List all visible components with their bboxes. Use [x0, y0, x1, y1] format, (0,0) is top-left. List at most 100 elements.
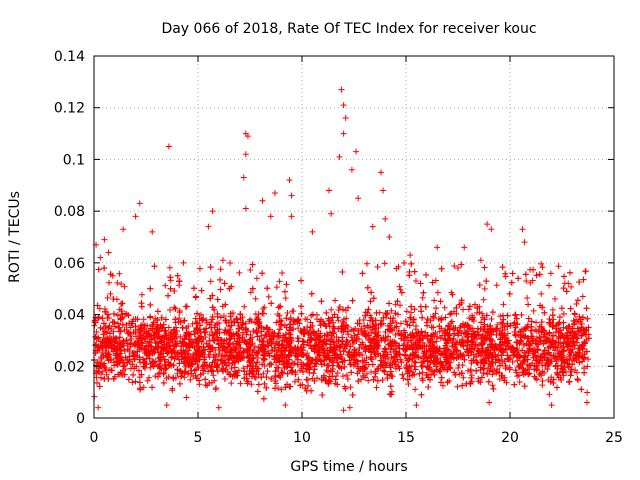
data-point	[550, 376, 557, 383]
data-point	[220, 343, 227, 350]
data-point	[326, 317, 333, 324]
data-point	[275, 304, 282, 311]
data-point	[151, 263, 158, 270]
data-point	[359, 270, 366, 277]
data-point	[268, 348, 275, 355]
data-point	[194, 329, 201, 336]
data-point	[154, 317, 161, 324]
data-point	[209, 359, 216, 366]
data-point	[122, 310, 129, 317]
data-point	[461, 356, 468, 363]
data-point	[466, 315, 473, 322]
data-point	[330, 323, 337, 330]
data-point	[189, 338, 196, 345]
data-point	[380, 367, 387, 374]
data-point	[247, 289, 254, 296]
data-point	[166, 339, 173, 346]
data-point	[339, 334, 346, 341]
data-point	[153, 339, 160, 346]
data-point	[298, 277, 305, 284]
data-point	[580, 276, 587, 283]
data-point	[474, 325, 481, 332]
data-point	[181, 369, 188, 376]
data-point	[330, 349, 337, 356]
data-point	[585, 356, 592, 363]
data-point	[458, 370, 465, 377]
data-point	[567, 372, 574, 379]
data-point	[329, 314, 336, 321]
data-point	[517, 362, 524, 369]
data-point	[171, 330, 178, 337]
data-point	[216, 276, 223, 283]
data-point	[221, 375, 228, 382]
data-point	[226, 371, 233, 378]
data-point	[437, 366, 444, 373]
data-point	[273, 284, 280, 291]
data-point	[252, 295, 259, 302]
data-point	[260, 352, 267, 359]
data-point	[387, 383, 394, 390]
data-point	[304, 323, 311, 330]
data-point	[538, 329, 545, 336]
data-point	[211, 337, 218, 344]
data-point	[504, 320, 511, 327]
data-point	[378, 357, 385, 364]
data-point	[95, 266, 102, 273]
data-point	[105, 357, 112, 364]
data-point	[490, 385, 497, 392]
data-point	[125, 312, 132, 319]
data-point	[247, 267, 254, 274]
data-point	[319, 340, 326, 347]
data-point	[345, 304, 352, 311]
data-point	[119, 300, 126, 307]
data-point	[373, 322, 380, 329]
data-point	[405, 380, 412, 387]
data-point	[420, 353, 427, 360]
data-point	[118, 307, 125, 314]
data-point	[259, 310, 266, 317]
data-point	[517, 338, 524, 345]
data-point	[530, 337, 537, 344]
data-point	[211, 331, 218, 338]
data-point	[96, 305, 103, 312]
data-point	[554, 384, 561, 391]
data-point	[401, 340, 408, 347]
data-point	[352, 349, 359, 356]
data-point	[311, 377, 318, 384]
data-point	[225, 343, 232, 350]
data-point	[222, 301, 229, 308]
data-point	[339, 268, 346, 275]
data-point	[564, 329, 571, 336]
data-point	[410, 333, 417, 340]
data-point	[319, 391, 326, 398]
data-point	[563, 369, 570, 376]
data-point	[364, 260, 371, 267]
data-point	[225, 323, 232, 330]
data-point	[574, 297, 581, 304]
data-point	[546, 282, 553, 289]
data-point	[97, 324, 104, 331]
data-point	[354, 361, 361, 368]
data-point	[180, 358, 187, 365]
data-point	[478, 374, 485, 381]
data-point	[537, 353, 544, 360]
data-point	[289, 368, 296, 375]
data-point	[205, 343, 212, 350]
data-point	[237, 344, 244, 351]
data-point	[196, 333, 203, 340]
data-point	[343, 372, 350, 379]
data-point	[443, 340, 450, 347]
data-point	[544, 366, 551, 373]
data-point	[401, 327, 408, 334]
data-point	[511, 328, 518, 335]
data-point	[549, 320, 556, 327]
data-point	[243, 340, 250, 347]
data-point	[254, 333, 261, 340]
data-point	[398, 289, 405, 296]
data-point	[317, 358, 324, 365]
data-point	[514, 351, 521, 358]
data-point	[521, 383, 528, 390]
data-point	[452, 371, 459, 378]
data-point	[325, 368, 332, 375]
data-point	[276, 278, 283, 285]
